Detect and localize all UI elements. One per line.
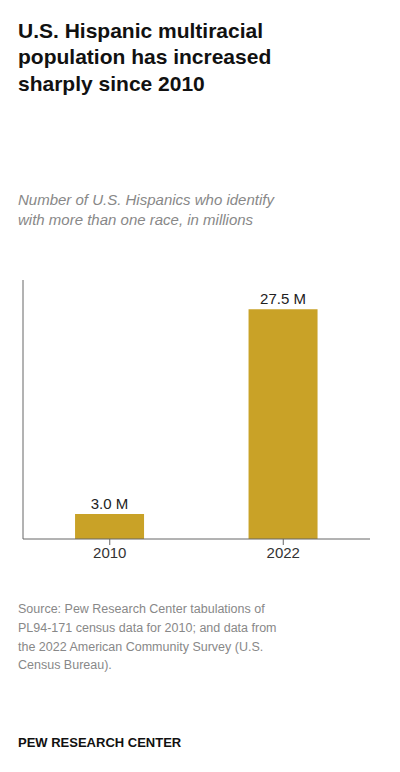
svg-text:2010: 2010 (93, 544, 126, 561)
html-text:Number of U.S. Hispanics who i: Number of U.S. Hispanics who identify wi… (18, 191, 274, 229)
html-text:Source: Pew Research Center ta: Source: Pew Research Center tabulations … (18, 602, 277, 673)
svg-text:3.0 M: 3.0 M (91, 495, 129, 512)
svg-text:2022: 2022 (267, 544, 300, 561)
svg-text:27.5 M: 27.5 M (260, 290, 306, 307)
html-text:U.S. Hispanic multiracial popu: U.S. Hispanic multiracial population has… (18, 19, 272, 95)
html-text:PEW RESEARCH CENTER: PEW RESEARCH CENTER (18, 735, 182, 750)
